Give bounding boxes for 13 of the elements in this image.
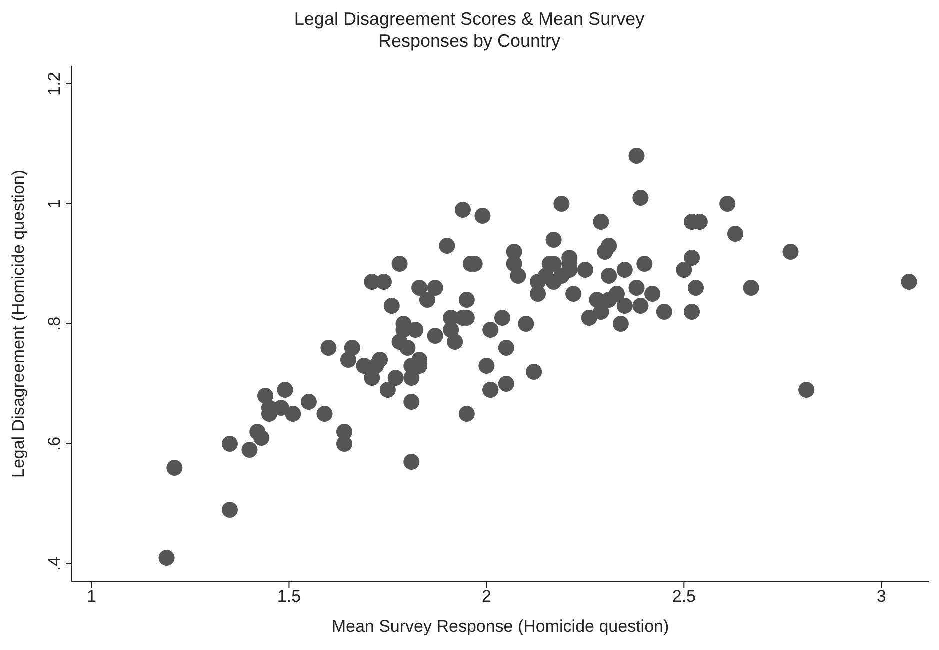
y-tick-label: 1: [45, 199, 64, 209]
x-tick-label: 1.5: [277, 587, 302, 606]
x-tick-label: 1: [87, 587, 96, 606]
x-tick-label: 2.5: [672, 587, 696, 606]
x-axis-title: Mean Survey Response (Homicide question): [332, 617, 670, 636]
x-tick-label: 2: [482, 587, 492, 606]
y-tick-label: .4: [45, 556, 64, 572]
y-tick-label: .6: [45, 436, 64, 452]
x-tick-label: 3: [876, 587, 886, 606]
y-axis-title: Legal Disagreement (Homicide question): [9, 170, 28, 478]
y-tick-label: .8: [45, 316, 64, 332]
y-tick-label: 1.2: [45, 72, 64, 96]
chart-title: Legal Disagreement Scores & Mean Survey Responses by Country: [293, 8, 646, 53]
